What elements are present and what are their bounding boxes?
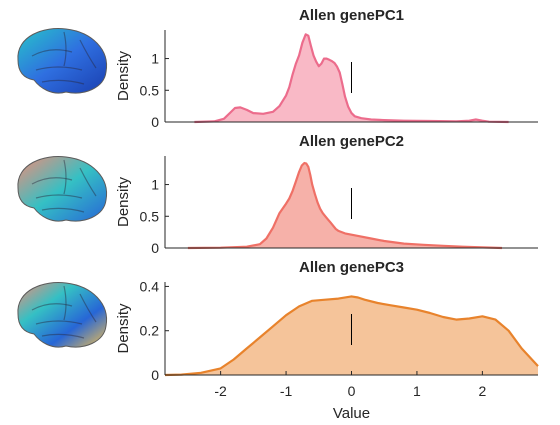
brain-sulcus	[35, 194, 83, 199]
x-tick-label: 0	[348, 383, 356, 399]
density-line	[187, 161, 503, 250]
brain-sulcus	[31, 177, 73, 185]
density-area	[187, 163, 502, 248]
y-tick-label: 0.5	[140, 82, 160, 98]
brain-sulcus	[63, 31, 67, 67]
x-tick-label: 2	[478, 383, 486, 399]
brain-surface	[17, 155, 108, 222]
chart-title: Allen genePC3	[299, 259, 404, 276]
chart-panel-1: 0 0.5 1 Allen genePC1 Density	[17, 7, 538, 130]
brain-sulcus	[63, 159, 67, 195]
x-tick-label: -1	[280, 383, 293, 399]
y-tick-label: 1	[151, 51, 159, 67]
x-axis-label: Value	[333, 405, 370, 420]
brain-image	[17, 281, 108, 348]
y-axis-label: Density	[115, 50, 132, 101]
brain-surface	[17, 27, 108, 94]
brain-sulcus	[31, 303, 73, 311]
brain-image	[17, 27, 108, 94]
brain-sulcus	[79, 39, 97, 69]
density-line	[194, 33, 509, 124]
x-tick-label: -2	[214, 383, 227, 399]
brain-sulcus	[41, 79, 85, 85]
y-tick-label: 0	[151, 367, 159, 383]
brain-sulcus	[79, 167, 97, 197]
y-tick-label: 0.4	[140, 278, 160, 294]
brain-sulcus	[41, 333, 85, 339]
chart-panel-2: 0 0.5 1 Allen genePC2 Density	[17, 133, 538, 256]
y-axis-label: Density	[115, 303, 132, 354]
brain-sulcus	[79, 293, 97, 323]
y-tick-label: 0.5	[140, 208, 160, 224]
y-tick-label: 0	[151, 114, 159, 130]
brain-sulcus	[31, 49, 73, 57]
chart-title: Allen genePC2	[299, 133, 404, 150]
brain-sulcus	[63, 285, 67, 321]
brain-surface	[17, 281, 108, 348]
y-axis-label: Density	[115, 176, 132, 227]
y-tick-label: 0.2	[140, 323, 160, 339]
density-line	[164, 295, 539, 377]
brain-sulcus	[35, 66, 83, 71]
brain-image	[17, 155, 108, 222]
brain-sulcus	[41, 207, 85, 213]
brain-sulcus	[35, 320, 83, 325]
chart-title: Allen genePC1	[299, 7, 404, 24]
y-tick-label: 0	[151, 240, 159, 256]
x-tick-label: 1	[413, 383, 421, 399]
chart-panel-3: 0 0.2 0.4 -2 -1 0 1 2 Allen genePC3 Density Value	[17, 259, 539, 422]
y-tick-label: 1	[151, 177, 159, 193]
